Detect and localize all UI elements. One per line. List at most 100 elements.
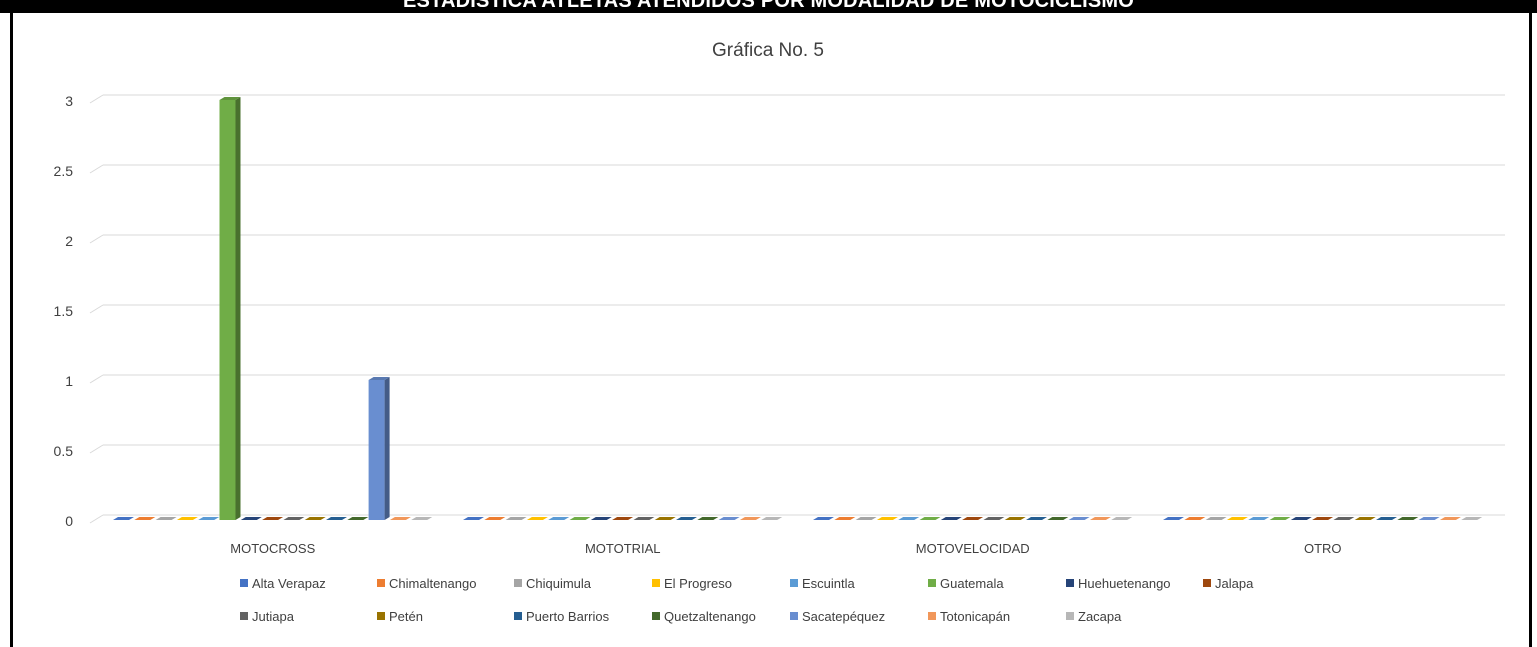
bar: [697, 517, 719, 520]
legend-label: Sacatepéquez: [802, 609, 885, 624]
y-tick-label: 3: [65, 93, 73, 109]
y-tick-label: 1.5: [54, 303, 74, 319]
legend-swatch: [514, 579, 522, 587]
bar: [155, 517, 177, 520]
bar-flat: [176, 517, 198, 520]
x-tick-label: MOTOTRIAL: [585, 541, 661, 556]
chart-title: Gráfica No. 5: [712, 40, 824, 61]
legend-swatch: [790, 612, 798, 620]
bar-flat: [569, 517, 591, 520]
bar-flat: [834, 517, 856, 520]
bar: [484, 517, 506, 520]
bar-flat: [633, 517, 655, 520]
bar-flat: [1333, 517, 1355, 520]
bar: [176, 517, 198, 520]
y-tick-label: 0.5: [54, 443, 74, 459]
y-tick-label: 2: [65, 233, 73, 249]
bar-flat: [113, 517, 134, 520]
legend-item: Chiquimula: [514, 576, 592, 591]
gridline-depth: [89, 164, 104, 174]
bar-flat: [326, 517, 347, 520]
x-tick-label: MOTOCROSS: [230, 541, 315, 556]
bar-flat: [1163, 517, 1184, 520]
bar-front: [219, 100, 236, 520]
bar: [411, 517, 433, 520]
bar: [1089, 517, 1111, 520]
bar-flat: [590, 517, 612, 520]
bar-flat: [654, 517, 676, 520]
bar: [1111, 517, 1133, 520]
bar-flat: [240, 517, 262, 520]
bar-flat: [463, 517, 484, 520]
bar: [1184, 517, 1206, 520]
bar: [1068, 517, 1090, 520]
bar-flat: [718, 517, 740, 520]
bar: [389, 517, 411, 520]
y-tick-label: 2.5: [54, 163, 74, 179]
bar: [1047, 517, 1069, 520]
bar: [940, 517, 962, 520]
bar-flat: [855, 517, 877, 520]
y-tick-label: 1: [65, 373, 73, 389]
legend-label: Petén: [389, 609, 423, 624]
bar-flat: [548, 517, 570, 520]
bar: [262, 517, 284, 520]
legend-swatch: [240, 579, 248, 587]
bar: [612, 517, 634, 520]
bar: [1354, 517, 1376, 520]
legend-item: Guatemala: [928, 576, 1004, 591]
bar: [326, 517, 347, 520]
bar-flat: [876, 517, 898, 520]
bar: [1418, 517, 1440, 520]
x-tick-label: MOTOVELOCIDAD: [916, 541, 1030, 556]
bar-front: [368, 380, 385, 520]
bar: [983, 517, 1005, 520]
legend-swatch: [652, 579, 660, 587]
bar: [919, 517, 941, 520]
bar: [1248, 517, 1270, 520]
bar: [505, 517, 527, 520]
gridline-depth: [89, 94, 104, 104]
bar-flat: [898, 517, 920, 520]
bar: [113, 517, 134, 520]
legend-item: Sacatepéquez: [790, 609, 885, 624]
bar-flat: [1047, 517, 1069, 520]
bar-flat: [411, 517, 433, 520]
legend-item: Zacapa: [1066, 609, 1122, 624]
bar: [283, 517, 305, 520]
bar-flat: [198, 517, 220, 520]
legend-label: Jutiapa: [252, 609, 295, 624]
legend-swatch: [790, 579, 798, 587]
legend-label: Guatemala: [940, 576, 1004, 591]
bar: [1004, 517, 1026, 520]
x-tick-label: OTRO: [1304, 541, 1342, 556]
legend-swatch: [377, 579, 385, 587]
bar-flat: [1376, 517, 1397, 520]
bar: [134, 517, 156, 520]
bar-flat: [304, 517, 326, 520]
bar-flat: [1312, 517, 1334, 520]
legend-item: El Progreso: [652, 576, 732, 591]
bar-flat: [1397, 517, 1419, 520]
bar: [898, 517, 920, 520]
bar-flat: [134, 517, 156, 520]
bar: [718, 517, 740, 520]
bar: [1376, 517, 1397, 520]
bar-flat: [813, 517, 834, 520]
banner: ESTADISTICA ATLETAS ATENDIDOS POR MODALI…: [0, 0, 1537, 13]
bar: [548, 517, 570, 520]
legend-item: Jutiapa: [240, 609, 295, 624]
bar: [1312, 517, 1334, 520]
gridline-depth: [89, 374, 104, 384]
bar-flat: [1226, 517, 1248, 520]
legend-item: Escuintla: [790, 576, 856, 591]
legend-swatch: [928, 612, 936, 620]
legend-item: Jalapa: [1203, 576, 1254, 591]
bar-flat: [283, 517, 305, 520]
bar-flat: [1068, 517, 1090, 520]
bar: [1226, 517, 1248, 520]
bar-flat: [962, 517, 984, 520]
bar: [761, 517, 783, 520]
